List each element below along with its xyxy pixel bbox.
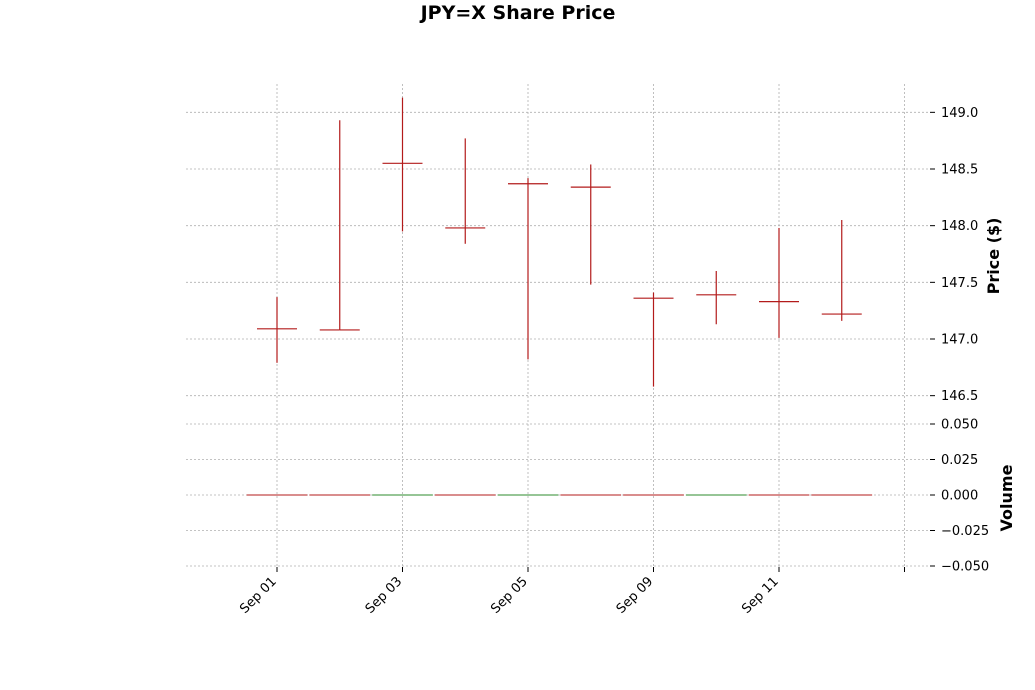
x-gridlines [276, 84, 905, 566]
ohlc-candle [696, 271, 737, 325]
x-tick-label: Sep 09 [614, 574, 657, 617]
volume-tick-label: 0.000 [941, 489, 978, 504]
x-tick-label: Sep 05 [488, 574, 531, 617]
ohlc-candle [382, 97, 423, 232]
volume-tick-label: 0.025 [941, 453, 978, 468]
chart-title: JPY=X Share Price [419, 2, 616, 24]
ohlc-candle [759, 227, 799, 338]
price-gridlines [186, 111, 930, 397]
price-axis: 146.5 147.0 147.5 148.0 148.5 149.0 [930, 106, 978, 404]
volume-tick-label: 0.050 [941, 418, 978, 433]
volume-tick-label: −0.025 [941, 524, 989, 539]
volume-axis: −0.050 −0.025 0.000 0.025 0.050 [930, 418, 989, 575]
ohlc-candle [445, 138, 486, 244]
price-tick-label: 148.0 [941, 219, 978, 234]
price-tick-label: 149.0 [941, 106, 978, 121]
price-axis-title: Price ($) [984, 218, 1003, 295]
ohlc-candle [570, 164, 611, 285]
x-tick-label: Sep 03 [363, 574, 406, 617]
ohlc-candle [257, 297, 297, 363]
volume-tick-label: −0.050 [941, 560, 989, 575]
ohlc-candle [821, 220, 862, 321]
ohlc-candle [633, 292, 674, 387]
x-tick-label: Sep 11 [739, 574, 782, 617]
volume-axis-title: Volume [997, 464, 1016, 531]
price-tick-label: 147.5 [941, 276, 978, 291]
price-tick-label: 147.0 [941, 333, 978, 348]
price-series [257, 97, 862, 387]
ohlc-candle [508, 178, 548, 360]
price-tick-label: 146.5 [941, 389, 978, 404]
ohlc-candle [319, 120, 360, 331]
price-tick-label: 148.5 [941, 163, 978, 178]
x-tick-label: Sep 01 [237, 574, 280, 617]
x-axis: Sep 01 Sep 03 Sep 05 Sep 09 Sep 11 [237, 567, 905, 617]
